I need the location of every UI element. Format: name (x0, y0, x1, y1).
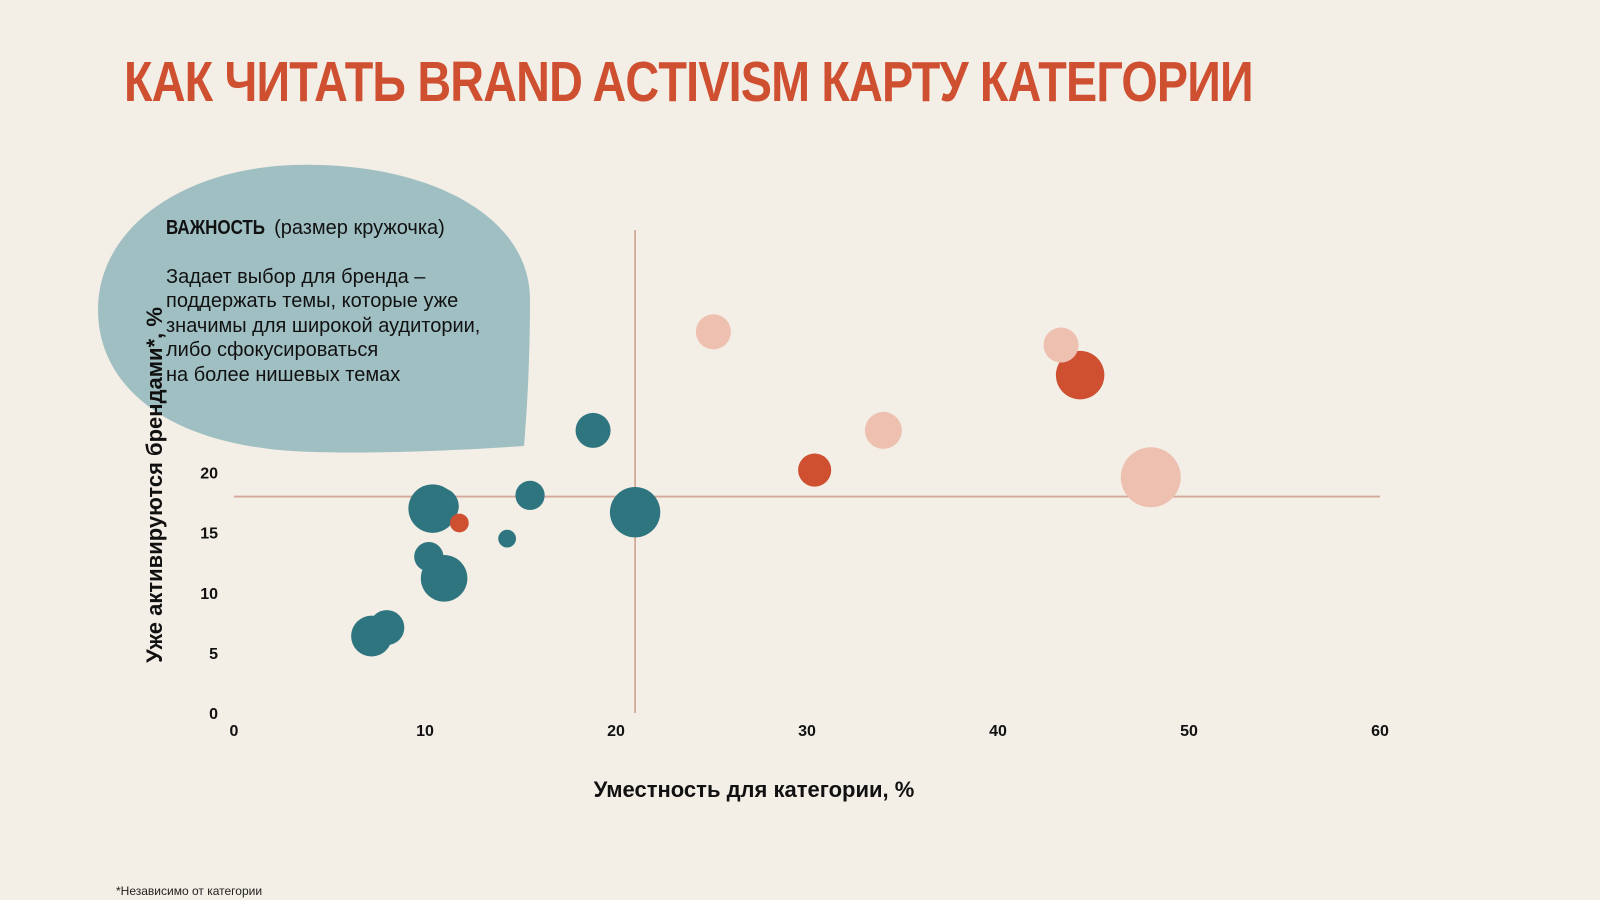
x-tick-label-5: 50 (1180, 723, 1198, 740)
axes: Уже активируются брендами*, % Уместность… (142, 307, 1389, 802)
y-axis-label: Уже активируются брендами*, % (142, 307, 167, 663)
x-tick-label-2: 20 (607, 723, 625, 740)
y-tick-label-0: 0 (209, 706, 218, 723)
data-points (351, 314, 1181, 657)
callout-bubble (98, 164, 530, 453)
y-tick-label-3: 15 (200, 526, 218, 543)
bubble-teal-5 (421, 487, 459, 525)
bubble-red-0 (450, 513, 469, 533)
bubble-teal-1 (369, 610, 405, 646)
bubble-teal-3 (420, 555, 468, 602)
bubble-teal-9 (609, 486, 661, 538)
callout-heading-bold: ВАЖНОСТЬ (166, 217, 266, 239)
bubble-salmon-0 (695, 314, 731, 350)
bubble-red-1 (798, 453, 832, 487)
x-axis-label: Уместность для категории, % (594, 777, 915, 802)
x-tick-label-1: 10 (416, 723, 434, 740)
bubble-teal-6 (498, 529, 517, 548)
callout-heading-rest: (размер кружочка) (274, 217, 445, 239)
bubble-salmon-2 (1043, 327, 1079, 363)
x-tick-label-0: 0 (230, 723, 239, 740)
y-tick-label-2: 10 (200, 586, 218, 603)
bubble-salmon-3 (1120, 447, 1181, 508)
y-tick-label-4: 20 (200, 466, 218, 483)
callout-text: ВАЖНОСТЬ (размер кружочка) Задает выбор … (166, 216, 526, 387)
x-tick-label-3: 30 (798, 723, 816, 740)
x-tick-label-6: 60 (1371, 723, 1389, 740)
bubble-red-2 (1055, 350, 1105, 400)
callout-body: Задает выбор для бренда – поддержать тем… (166, 265, 481, 386)
x-tick-label-4: 40 (989, 723, 1007, 740)
page-title: КАК ЧИТАТЬ BRAND ACTIVISM КАРТУ КАТЕГОРИ… (124, 50, 1254, 114)
footnote: *Независимо от категории (116, 884, 263, 898)
bubble-salmon-1 (864, 411, 902, 449)
y-tick-label-1: 5 (209, 646, 218, 663)
callout-heading: ВАЖНОСТЬ (размер кружочка) (166, 216, 526, 241)
bubble-teal-8 (575, 412, 611, 448)
bubble-teal-7 (515, 480, 545, 510)
